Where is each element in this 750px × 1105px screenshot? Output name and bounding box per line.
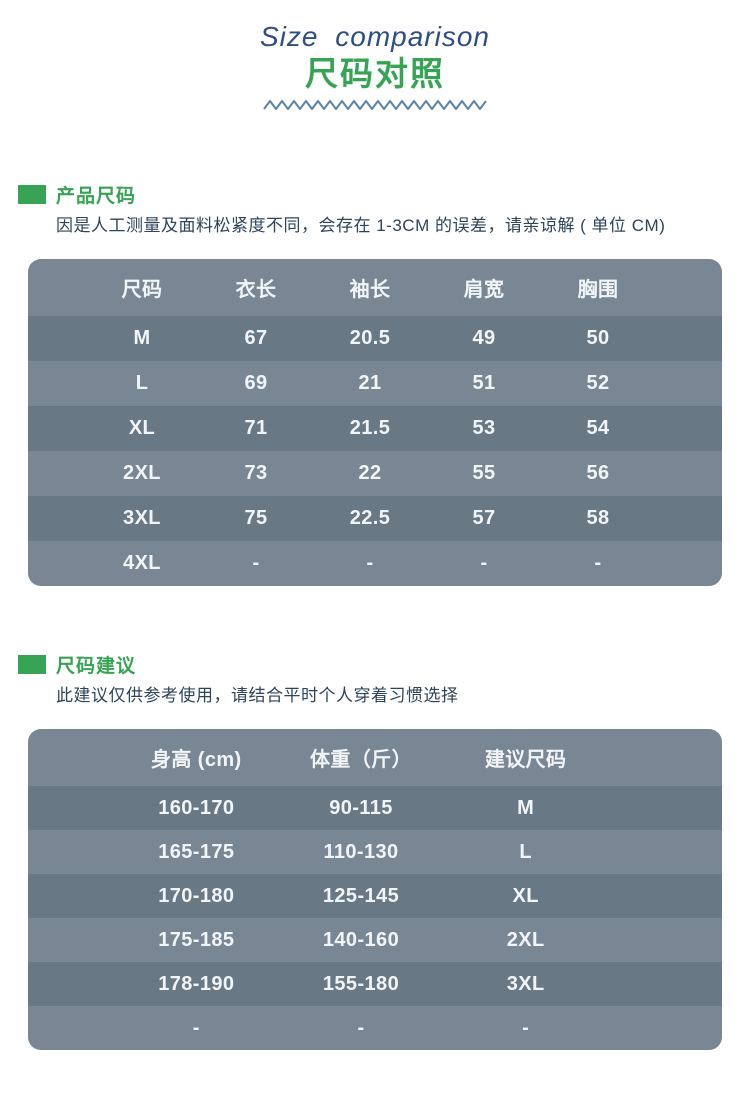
table-cell: 53 bbox=[472, 417, 496, 439]
table-header-cell: 体重（斤） bbox=[309, 749, 412, 771]
section-title: 尺码建议 bbox=[56, 655, 137, 677]
table-cell: 125-145 bbox=[322, 884, 400, 907]
table-row: XL 71 21.5 53 54 bbox=[28, 406, 722, 451]
table-cell: - bbox=[594, 552, 602, 574]
section-title: 产品尺码 bbox=[56, 185, 137, 207]
table-cell: XL bbox=[128, 417, 156, 439]
table-row: L 69 21 51 52 bbox=[28, 361, 722, 406]
table-cell: M bbox=[133, 327, 151, 349]
table-cell: 67 bbox=[244, 327, 268, 349]
section-size-advice: 尺码建议 此建议仅供参考使用，请结合平时个人穿着习惯选择 身高 (cm) 体重（斤… bbox=[0, 652, 750, 1050]
table-cell: 2XL bbox=[123, 462, 161, 484]
table-cell: 20.5 bbox=[349, 327, 391, 349]
section-heading: 产品尺码 bbox=[18, 182, 750, 207]
table-cell: 110-130 bbox=[323, 840, 399, 863]
table-cell: 49 bbox=[472, 327, 496, 349]
table-cell: M bbox=[517, 796, 535, 819]
table-cell: XL bbox=[512, 884, 539, 907]
table-header-cell: 胸围 bbox=[577, 279, 619, 301]
table-cell: 51 bbox=[472, 372, 496, 394]
table-row: 178-190 155-180 3XL bbox=[28, 962, 722, 1006]
table-cell: L bbox=[519, 840, 532, 863]
green-square-bullet-icon bbox=[18, 654, 46, 674]
table-header-cell: 肩宽 bbox=[463, 279, 505, 301]
table-cell: 58 bbox=[586, 507, 610, 529]
table-row: 2XL 73 22 55 56 bbox=[28, 451, 722, 496]
table-cell: 54 bbox=[586, 417, 610, 439]
table-cell: 22 bbox=[358, 462, 382, 484]
zigzag-icon bbox=[0, 98, 750, 112]
table-cell: 2XL bbox=[506, 928, 545, 951]
table-cell: 4XL bbox=[123, 552, 161, 574]
table-cell: L bbox=[135, 372, 149, 394]
table-row: 175-185 140-160 2XL bbox=[28, 918, 722, 962]
table-row: 4XL - - - - bbox=[28, 541, 722, 586]
table-header-cell: 建议尺码 bbox=[484, 749, 567, 771]
table-row: 170-180 125-145 XL bbox=[28, 874, 722, 918]
table-header-cell: 袖长 bbox=[349, 279, 391, 301]
table-cell: 170-180 bbox=[158, 884, 235, 907]
table-header-cell: 衣长 bbox=[235, 279, 277, 301]
table-cell: 75 bbox=[244, 507, 268, 529]
table-header-cell: 身高 (cm) bbox=[151, 749, 242, 771]
table-cell: 3XL bbox=[123, 507, 161, 529]
table-header-row: 尺码 衣长 袖长 肩宽 胸围 bbox=[28, 259, 722, 316]
table-cell: 21 bbox=[358, 372, 382, 394]
table-cell: - bbox=[192, 1016, 200, 1039]
table-row: 165-175 110-130 L bbox=[28, 830, 722, 874]
table-cell: 56 bbox=[586, 462, 610, 484]
table-header-row: 身高 (cm) 体重（斤） 建议尺码 bbox=[28, 729, 722, 786]
table-row: 3XL 75 22.5 57 58 bbox=[28, 496, 722, 541]
table-row: M 67 20.5 49 50 bbox=[28, 316, 722, 361]
table-cell: 22.5 bbox=[349, 507, 391, 529]
table-cell: 50 bbox=[586, 327, 610, 349]
advice-note: 此建议仅供参考使用，请结合平时个人穿着习惯选择 bbox=[56, 686, 459, 705]
table-cell: 165-175 bbox=[158, 840, 235, 863]
table-header-cell: 尺码 bbox=[121, 279, 163, 301]
page-header: Size comparison 尺码对照 bbox=[0, 0, 750, 112]
table-cell: - bbox=[480, 552, 488, 574]
table-cell: 57 bbox=[472, 507, 496, 529]
title-english: Size comparison bbox=[260, 21, 490, 52]
table-row: 160-170 90-115 M bbox=[28, 786, 722, 830]
section-product-size: 产品尺码 因是人工测量及面料松紧度不同，会存在 1-3CM 的误差，请亲谅解 (… bbox=[0, 182, 750, 586]
section-heading: 尺码建议 bbox=[18, 652, 750, 677]
table-cell: 21.5 bbox=[349, 417, 391, 439]
table-cell: - bbox=[366, 552, 374, 574]
table-cell: - bbox=[522, 1016, 530, 1039]
table-cell: 3XL bbox=[506, 972, 545, 995]
table-row: --- bbox=[28, 1006, 722, 1050]
table-cell: 178-190 bbox=[158, 972, 235, 995]
page-title: 尺码对照 bbox=[305, 55, 445, 92]
table-cell: 140-160 bbox=[322, 928, 400, 951]
table-cell: 90-115 bbox=[329, 796, 393, 819]
table-cell: 52 bbox=[586, 372, 610, 394]
table-cell: 55 bbox=[472, 462, 496, 484]
green-square-bullet-icon bbox=[18, 184, 46, 204]
table-cell: 71 bbox=[244, 417, 268, 439]
table-cell: - bbox=[357, 1016, 365, 1039]
table-cell: - bbox=[252, 552, 260, 574]
table-cell: 155-180 bbox=[322, 972, 400, 995]
measurement-note: 因是人工测量及面料松紧度不同，会存在 1-3CM 的误差，请亲谅解 ( 单位 C… bbox=[56, 216, 666, 235]
size-advice-table: 身高 (cm) 体重（斤） 建议尺码 160-170 90-115 M 165-175 110… bbox=[28, 729, 722, 1050]
table-cell: 160-170 bbox=[158, 796, 235, 819]
table-cell: 175-185 bbox=[158, 928, 235, 951]
table-cell: 73 bbox=[244, 462, 268, 484]
table-cell: 69 bbox=[244, 372, 268, 394]
product-size-table: 尺码 衣长 袖长 肩宽 胸围 M 67 20.5 49 50 L 69 21 51 52 XL 71 21.5 53… bbox=[28, 259, 722, 586]
